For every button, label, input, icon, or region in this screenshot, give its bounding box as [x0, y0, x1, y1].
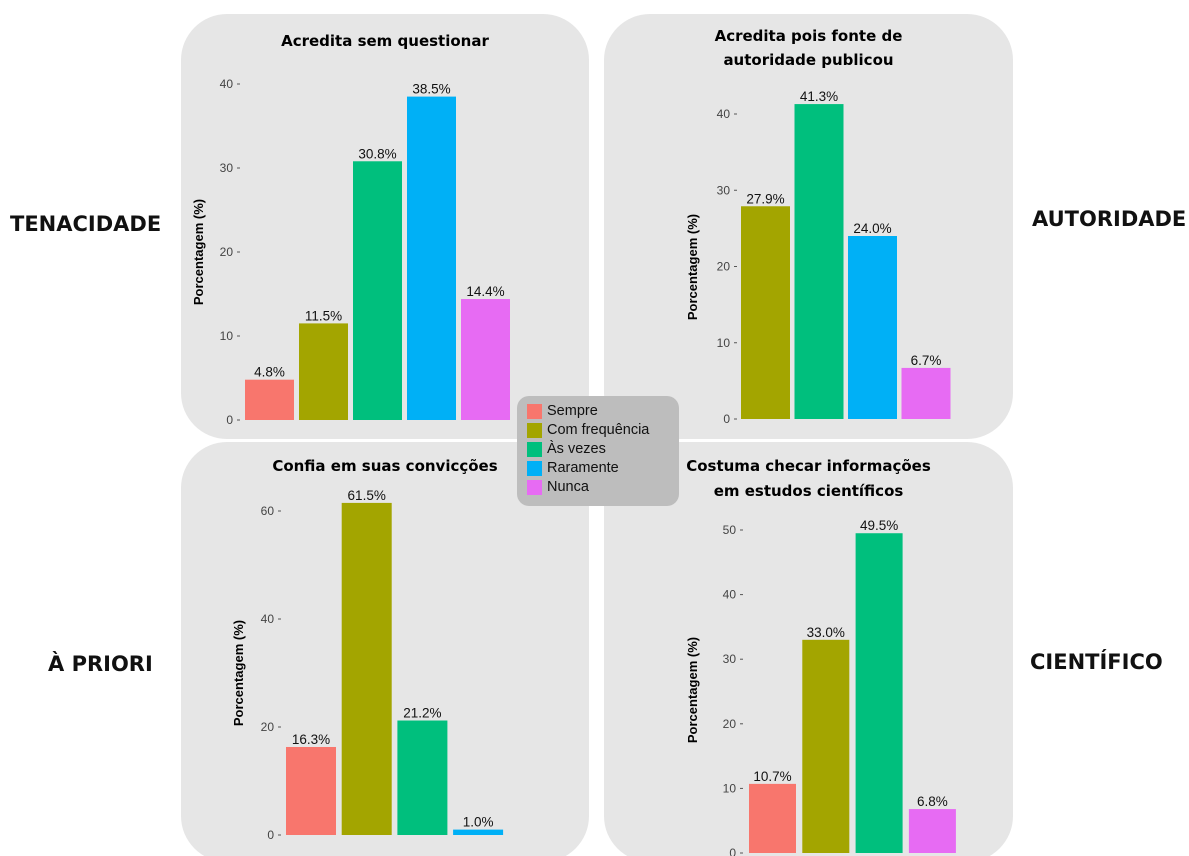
chart-title: Acredita pois fonte de — [715, 27, 903, 45]
label-autoridade: AUTORIDADE — [1032, 207, 1187, 231]
y-tick-label: 30 — [723, 652, 737, 666]
chart-1: Acredita sem questionar Porcentagem (%) 0 1… — [181, 14, 589, 439]
bar-1 — [245, 379, 294, 420]
y-tick-label: 40 — [717, 107, 731, 121]
bar-value-label: 49.5% — [860, 518, 898, 533]
label-cientifico: CIENTÍFICO — [1030, 650, 1163, 674]
bar-4 — [407, 96, 456, 420]
bar-3 — [848, 236, 897, 419]
y-axis-label: Porcentagem (%) — [685, 214, 700, 320]
bar-4 — [908, 809, 956, 853]
y-tick-label: 30 — [220, 161, 234, 175]
bar-2 — [341, 502, 392, 835]
chart-title: em estudos científicos — [714, 482, 904, 500]
legend-label-sempre: Sempre — [547, 403, 598, 419]
bar-value-label: 61.5% — [348, 488, 386, 503]
y-tick-label: 40 — [261, 612, 275, 626]
y-axis-label: Porcentagem (%) — [231, 620, 246, 726]
y-tick-label: 0 — [226, 413, 233, 427]
legend-label-as-vezes: Às vezes — [547, 441, 606, 457]
legend-label-com-frequencia: Com frequência — [547, 422, 650, 438]
y-tick-label: 0 — [723, 412, 730, 426]
y-tick-label: 10 — [723, 781, 737, 795]
bar-value-label: 11.5% — [305, 308, 342, 323]
y-tick-label: 10 — [220, 329, 234, 343]
bar-1 — [286, 746, 336, 835]
legend-label-nunca: Nunca — [547, 479, 589, 495]
legend-swatch-nunca — [527, 480, 542, 495]
bar-value-label: 30.8% — [358, 146, 396, 161]
bar-1 — [741, 206, 790, 419]
y-axis-label: Porcentagem (%) — [685, 637, 700, 743]
y-tick-label: 60 — [261, 504, 275, 518]
bar-4 — [453, 829, 504, 835]
chart-4: Costuma checar informações em estudos cie… — [604, 442, 1013, 856]
bar-value-label: 16.3% — [292, 732, 330, 747]
legend: Sempre Com frequência Às vezes Raramente… — [517, 396, 679, 506]
bar-value-label: 24.0% — [853, 221, 891, 236]
bar-3 — [397, 720, 448, 835]
chart-title: Costuma checar informações — [686, 457, 931, 475]
y-tick-label: 30 — [717, 183, 731, 197]
chart-2: Acredita pois fonte de autoridade publico… — [604, 14, 1013, 439]
legend-swatch-as-vezes — [527, 442, 542, 457]
bar-2 — [794, 104, 844, 420]
bar-value-label: 6.8% — [917, 794, 948, 809]
bar-1 — [749, 783, 796, 853]
bar-value-label: 4.8% — [254, 365, 285, 380]
legend-swatch-sempre — [527, 404, 542, 419]
bar-value-label: 14.4% — [466, 284, 504, 299]
y-tick-label: 40 — [723, 588, 737, 602]
bar-4 — [901, 367, 951, 419]
bar-value-label: 33.0% — [807, 625, 845, 640]
chart-title: Acredita sem questionar — [281, 32, 489, 50]
chart-title: Confia em suas convicções — [272, 457, 497, 475]
bar-3 — [353, 161, 402, 420]
bar-5 — [461, 299, 510, 420]
y-tick-label: 0 — [729, 846, 736, 856]
y-tick-label: 50 — [723, 523, 737, 537]
y-tick-label: 20 — [261, 720, 275, 734]
y-tick-label: 20 — [723, 717, 737, 731]
legend-swatch-raramente — [527, 461, 542, 476]
bar-3 — [855, 533, 903, 853]
chart-title: autoridade publicou — [723, 51, 893, 69]
bar-value-label: 38.5% — [412, 82, 450, 97]
chart-3: Confia em suas convicções Porcentagem (%)… — [181, 442, 589, 856]
y-tick-label: 20 — [220, 245, 234, 259]
y-tick-label: 10 — [717, 336, 731, 350]
y-tick-label: 0 — [267, 828, 274, 842]
legend-label-raramente: Raramente — [547, 460, 619, 476]
bar-2 — [802, 639, 850, 853]
bar-2 — [299, 323, 348, 420]
y-tick-label: 20 — [717, 260, 731, 274]
bar-value-label: 27.9% — [746, 191, 784, 206]
legend-swatch-com-frequencia — [527, 423, 542, 438]
bar-value-label: 10.7% — [753, 769, 791, 784]
bar-value-label: 21.2% — [403, 706, 441, 721]
bar-value-label: 1.0% — [463, 815, 494, 830]
y-axis-label: Porcentagem (%) — [191, 199, 206, 305]
bar-value-label: 41.3% — [800, 89, 838, 104]
bar-value-label: 6.7% — [911, 353, 942, 368]
label-a-priori: À PRIORI — [48, 652, 153, 676]
label-tenacidade: TENACIDADE — [10, 212, 162, 236]
y-tick-label: 40 — [220, 77, 234, 91]
